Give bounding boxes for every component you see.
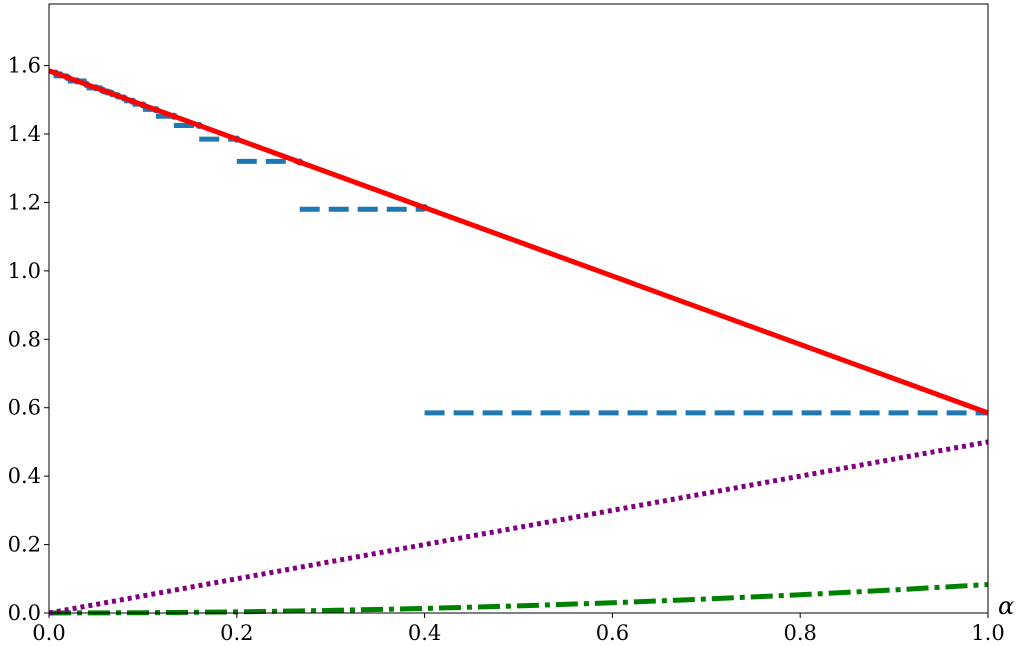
plot-area xyxy=(48,68,989,616)
x-tick-label: 1.0 xyxy=(971,621,1004,645)
y-tick-label: 1.4 xyxy=(8,122,41,146)
series-purple-dotted xyxy=(48,439,989,616)
y-tick-label: 1.6 xyxy=(8,54,41,78)
series-red-line xyxy=(48,68,989,416)
x-tick-label: 0.4 xyxy=(408,621,441,645)
x-axis: 0.0 0.2 0.4 0.6 0.8 1.0 xyxy=(32,613,1005,645)
y-axis: 0.0 0.2 0.4 0.6 0.8 1.0 1.2 1.4 1.6 xyxy=(8,54,49,625)
x-tick-label: 0.6 xyxy=(596,621,629,645)
x-tick-label: 0.0 xyxy=(32,621,65,645)
y-tick-label: 1.0 xyxy=(8,259,41,283)
x-tick-label: 0.8 xyxy=(783,621,816,645)
series-green-dashdot xyxy=(48,582,989,616)
y-tick-label: 0.4 xyxy=(8,464,41,488)
x-axis-label: α xyxy=(998,592,1014,620)
x-tick-label: 0.2 xyxy=(220,621,253,645)
y-tick-label: 0.0 xyxy=(8,601,41,625)
y-tick-label: 0.2 xyxy=(8,533,41,557)
y-tick-label: 0.8 xyxy=(8,327,41,351)
y-tick-label: 0.6 xyxy=(8,396,41,420)
y-tick-label: 1.2 xyxy=(8,190,41,214)
plot-frame xyxy=(48,3,989,614)
